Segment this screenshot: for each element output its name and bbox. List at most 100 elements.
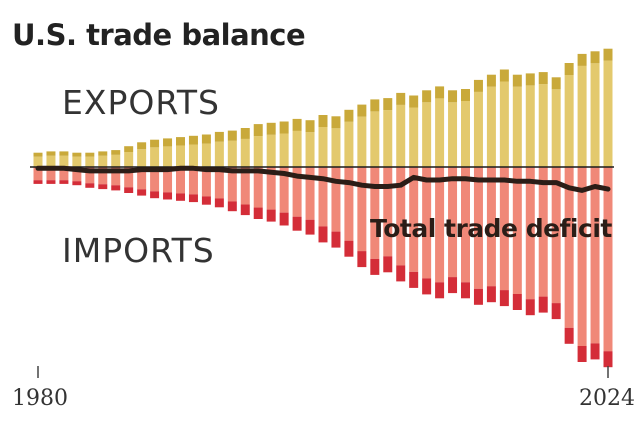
import-bar-1997 (253, 167, 263, 208)
export-bar-2006 (370, 111, 380, 167)
export-bar-1990 (163, 146, 173, 167)
import-bar-2012 (448, 167, 458, 278)
import-bar-cap-1999 (279, 212, 289, 226)
export-bar-2007 (383, 110, 393, 167)
export-bar-cap-1987 (124, 146, 134, 153)
import-bar-1985 (98, 167, 108, 185)
import-bar-cap-1981 (46, 180, 56, 184)
import-bar-cap-2005 (357, 251, 367, 268)
import-bar-cap-2010 (422, 278, 432, 295)
export-bar-cap-1989 (150, 139, 160, 148)
export-bars (33, 48, 613, 168)
import-bar-cap-2007 (383, 256, 393, 273)
import-bar-cap-2003 (331, 231, 341, 248)
import-bar-cap-2004 (344, 240, 354, 257)
import-bar-2013 (461, 167, 470, 283)
export-bar-2010 (422, 102, 432, 167)
exports-label: EXPORTS (62, 83, 220, 122)
export-bar-cap-2012 (448, 90, 458, 103)
import-bar-2002 (318, 167, 328, 227)
export-bar-cap-1981 (46, 151, 56, 156)
import-bar-2016 (499, 167, 509, 291)
import-bar-2008 (396, 167, 406, 266)
import-bar-2018 (525, 167, 535, 300)
import-bar-1984 (85, 167, 95, 184)
export-bar-1993 (201, 143, 211, 167)
export-bar-1998 (266, 134, 276, 167)
export-bar-1991 (176, 145, 185, 167)
export-bar-1995 (227, 140, 237, 167)
export-bar-cap-2007 (383, 98, 393, 111)
export-bar-2001 (305, 132, 315, 167)
export-bar-1988 (137, 149, 147, 167)
export-bar-cap-1980 (33, 152, 43, 157)
export-bar-cap-1997 (253, 124, 263, 137)
export-bar-cap-1992 (188, 135, 198, 145)
import-bar-1990 (163, 167, 173, 193)
import-bar-cap-1990 (163, 192, 173, 200)
export-bar-cap-1983 (72, 152, 82, 157)
import-bar-cap-1996 (240, 204, 250, 216)
export-bar-cap-2024 (603, 48, 613, 61)
import-bar-cap-2009 (409, 271, 419, 288)
export-bar-1983 (72, 156, 82, 167)
import-bar-1999 (279, 167, 289, 213)
import-bar-cap-1991 (176, 193, 185, 201)
export-bar-cap-2016 (499, 69, 509, 82)
import-bar-cap-2012 (448, 277, 458, 294)
import-bar-cap-1993 (201, 196, 211, 205)
import-bar-cap-1980 (33, 180, 43, 184)
export-bar-2017 (512, 86, 522, 167)
import-bar-cap-1988 (137, 189, 147, 196)
export-bar-cap-2008 (396, 92, 406, 105)
export-bar-cap-1998 (266, 122, 276, 135)
import-bar-2015 (486, 167, 496, 287)
import-bar-1994 (214, 167, 224, 199)
export-bar-cap-1994 (214, 131, 224, 142)
import-bar-2017 (512, 167, 522, 294)
import-bar-cap-2015 (486, 286, 496, 303)
import-bar-cap-2014 (473, 288, 483, 305)
import-bar-2022 (577, 167, 587, 346)
export-bar-1989 (150, 147, 160, 167)
import-bar-cap-1995 (227, 201, 237, 212)
export-bar-1997 (253, 136, 263, 167)
export-bar-1982 (59, 155, 69, 167)
import-bar-1996 (240, 167, 250, 205)
export-bar-cap-1982 (59, 151, 69, 156)
import-bar-2019 (538, 167, 548, 297)
import-bar-cap-2021 (564, 327, 574, 344)
export-bar-2002 (318, 127, 328, 167)
export-bar-1981 (46, 155, 56, 167)
import-bar-cap-2011 (435, 282, 445, 299)
import-bar-cap-1982 (59, 180, 69, 184)
import-bar-cap-2022 (577, 346, 587, 362)
export-bar-1999 (279, 133, 289, 167)
export-bar-cap-1990 (163, 138, 173, 147)
export-bar-2016 (499, 81, 509, 167)
import-bar-1988 (137, 167, 147, 190)
export-bar-cap-2009 (409, 95, 419, 108)
import-bar-1993 (201, 167, 211, 197)
export-bar-2018 (525, 85, 535, 167)
import-bar-2005 (357, 167, 367, 252)
import-bar-1983 (72, 167, 82, 182)
deficit-line (35, 165, 611, 193)
export-bar-2011 (435, 98, 445, 167)
import-bar-cap-2024 (603, 351, 613, 368)
import-bar-2003 (331, 167, 341, 232)
export-bar-2009 (409, 107, 419, 167)
export-bar-2024 (603, 60, 613, 168)
export-bar-2013 (461, 101, 470, 167)
deficit-line-label: Total trade deficit (370, 214, 612, 243)
import-bar-2001 (305, 167, 315, 220)
export-bar-2004 (344, 121, 354, 167)
import-bar-cap-2018 (525, 299, 535, 316)
export-bar-cap-2020 (551, 77, 561, 90)
import-bar-1980 (33, 167, 43, 181)
export-bar-cap-1986 (111, 150, 121, 155)
import-bar-2010 (422, 167, 432, 279)
export-bar-2019 (538, 84, 548, 167)
export-bar-cap-2000 (292, 118, 302, 131)
